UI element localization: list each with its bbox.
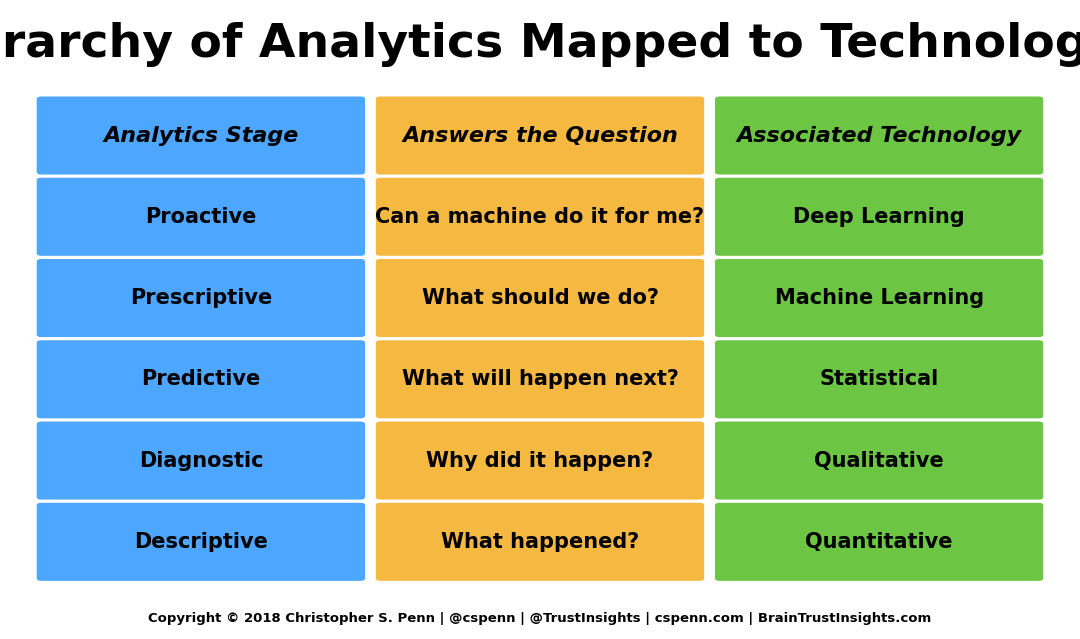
FancyBboxPatch shape bbox=[37, 96, 365, 174]
Text: Answers the Question: Answers the Question bbox=[402, 125, 678, 146]
Text: Why did it happen?: Why did it happen? bbox=[427, 450, 653, 470]
FancyBboxPatch shape bbox=[715, 96, 1043, 174]
Text: Diagnostic: Diagnostic bbox=[138, 450, 264, 470]
Text: Quantitative: Quantitative bbox=[806, 532, 953, 552]
Text: Descriptive: Descriptive bbox=[134, 532, 268, 552]
FancyBboxPatch shape bbox=[715, 340, 1043, 419]
FancyBboxPatch shape bbox=[37, 178, 365, 256]
FancyBboxPatch shape bbox=[376, 340, 704, 419]
Text: Proactive: Proactive bbox=[145, 207, 257, 227]
FancyBboxPatch shape bbox=[376, 178, 704, 256]
Text: Qualitative: Qualitative bbox=[814, 450, 944, 470]
FancyBboxPatch shape bbox=[715, 422, 1043, 500]
Text: Predictive: Predictive bbox=[141, 369, 260, 389]
Text: Deep Learning: Deep Learning bbox=[794, 207, 964, 227]
Text: Statistical: Statistical bbox=[820, 369, 939, 389]
FancyBboxPatch shape bbox=[715, 259, 1043, 337]
Text: Copyright © 2018 Christopher S. Penn | @cspenn | @TrustInsights | cspenn.com | B: Copyright © 2018 Christopher S. Penn | @… bbox=[148, 612, 932, 625]
Text: What will happen next?: What will happen next? bbox=[402, 369, 678, 389]
FancyBboxPatch shape bbox=[715, 503, 1043, 581]
Text: Associated Technology: Associated Technology bbox=[737, 125, 1022, 146]
Text: Hierarchy of Analytics Mapped to Technologies: Hierarchy of Analytics Mapped to Technol… bbox=[0, 22, 1080, 67]
FancyBboxPatch shape bbox=[376, 503, 704, 581]
FancyBboxPatch shape bbox=[376, 259, 704, 337]
FancyBboxPatch shape bbox=[37, 340, 365, 419]
Text: Analytics Stage: Analytics Stage bbox=[104, 125, 298, 146]
FancyBboxPatch shape bbox=[37, 422, 365, 500]
FancyBboxPatch shape bbox=[376, 96, 704, 174]
Text: What should we do?: What should we do? bbox=[421, 288, 659, 308]
Text: Machine Learning: Machine Learning bbox=[774, 288, 984, 308]
FancyBboxPatch shape bbox=[715, 178, 1043, 256]
FancyBboxPatch shape bbox=[376, 422, 704, 500]
FancyBboxPatch shape bbox=[37, 259, 365, 337]
Text: Can a machine do it for me?: Can a machine do it for me? bbox=[376, 207, 704, 227]
Text: Prescriptive: Prescriptive bbox=[130, 288, 272, 308]
FancyBboxPatch shape bbox=[37, 503, 365, 581]
Text: What happened?: What happened? bbox=[441, 532, 639, 552]
